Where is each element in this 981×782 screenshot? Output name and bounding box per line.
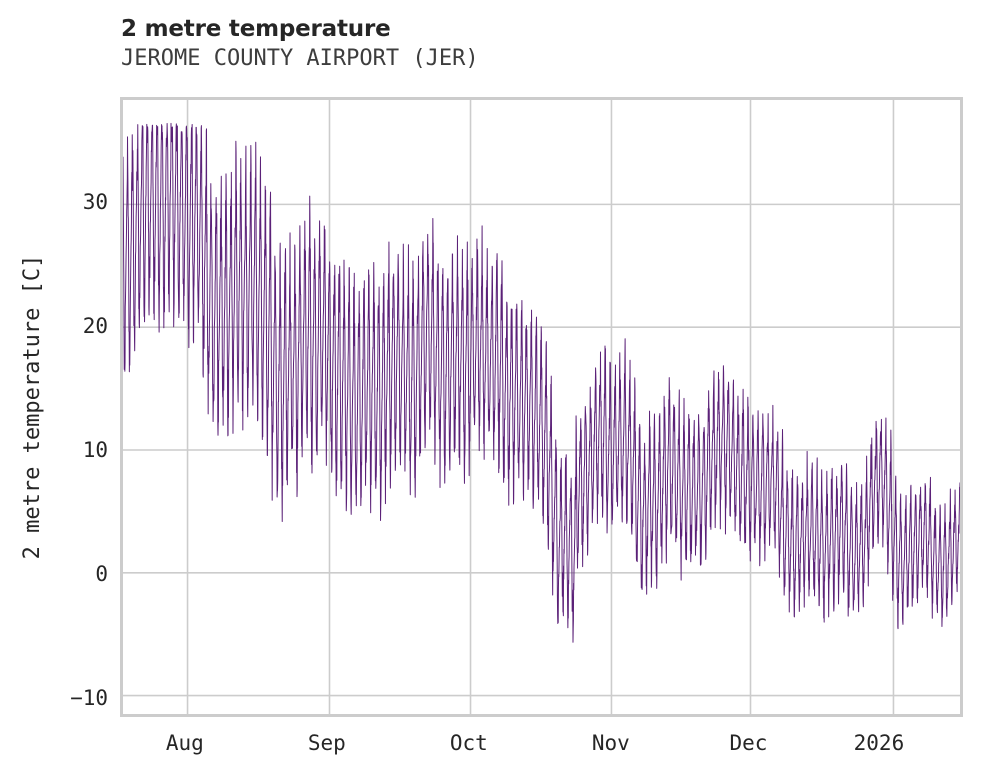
x-tick-label: Aug	[165, 731, 204, 755]
x-tick-label: 2026	[853, 731, 905, 755]
y-tick-label: −10	[70, 686, 108, 711]
y-tick-label: 20	[82, 314, 108, 339]
plot-area	[120, 97, 963, 717]
x-tick-label: Nov	[591, 731, 630, 755]
title-block: 2 metre temperature JEROME COUNTY AIRPOR…	[121, 14, 921, 73]
y-tick-label: 30	[82, 190, 108, 215]
page-title: 2 metre temperature	[121, 16, 391, 42]
y-axis-tick-labels: −10 0 10 20 30	[0, 0, 108, 782]
temperature-series-line	[123, 122, 960, 643]
y-tick-label: 10	[82, 438, 108, 463]
x-tick-label: Dec	[729, 731, 768, 755]
x-tick-label: Oct	[449, 731, 488, 755]
x-tick-label: Sep	[307, 731, 346, 755]
chart-subtitle: JEROME COUNTY AIRPORT (JER)	[121, 46, 479, 71]
plot-svg	[123, 100, 960, 714]
y-axis-label: 2 metre temperature [C]	[20, 254, 45, 560]
gridlines	[123, 100, 960, 714]
y-tick-label: 0	[95, 562, 108, 587]
